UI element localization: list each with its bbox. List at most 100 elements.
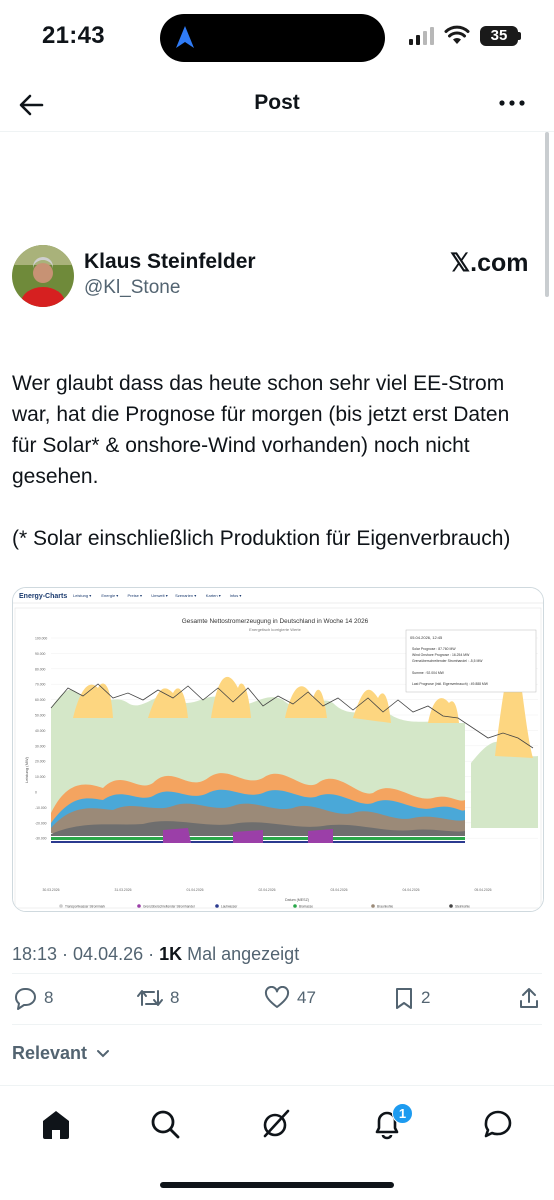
legend-label: Braunkohle xyxy=(377,905,393,909)
bookmark-icon xyxy=(396,988,412,1009)
legend-swatch xyxy=(59,904,63,908)
more-options-icon[interactable] xyxy=(498,98,526,108)
legend-swatch xyxy=(293,904,297,908)
repost-count: 8 xyxy=(170,988,180,1007)
load-line xyxy=(50,683,534,749)
wifi-icon xyxy=(444,25,470,44)
bookmark-count: 2 xyxy=(421,988,431,1007)
chart-title: Gesamte Nettostromerzeugung in Deutschla… xyxy=(182,618,369,625)
like-count: 47 xyxy=(297,988,316,1007)
y-tick-label: 50.000 xyxy=(35,714,45,718)
y-tick-label: -20.000 xyxy=(35,821,47,825)
share-icon xyxy=(520,988,538,1008)
actions-divider xyxy=(12,1024,542,1025)
meta-divider xyxy=(12,973,542,974)
repost-icon xyxy=(137,990,163,1006)
x-tick-label: 31.03.2026 xyxy=(115,888,132,892)
home-icon[interactable] xyxy=(38,1106,74,1142)
tweet-text: Wer glaubt dass das heute schon sehr vie… xyxy=(12,372,511,550)
status-time: 21:43 xyxy=(42,22,105,49)
stacked-area-plot xyxy=(50,652,538,843)
reply-sort-label: Relevant xyxy=(12,1043,88,1063)
energy-charts-brand: Energy-Charts xyxy=(19,593,67,600)
grok-icon[interactable] xyxy=(258,1106,294,1142)
x-axis-label: Datum (MESZ) xyxy=(285,898,309,902)
author-name[interactable]: Klaus Steinfelder xyxy=(84,250,256,273)
y-tick-label: 70.000 xyxy=(35,683,45,687)
area-steinkohle xyxy=(51,821,465,836)
legend-swatch xyxy=(371,904,375,908)
back-arrow-icon[interactable] xyxy=(18,92,44,118)
tooltip-row-2: Wind Onshore Prognose : 16.254 MW xyxy=(412,653,470,657)
navigation-arrow-icon xyxy=(176,26,194,48)
tooltip-row-1: Solar Prognose : 87.760 MW xyxy=(412,647,456,651)
chart-tooltip: 05.04.2026, 12:45 Solar Prognose : 87.76… xyxy=(405,629,537,693)
x-axis-ticks: 30.03.2026 31.03.2026 01.04.2026 02.04.2026… xyxy=(43,888,492,892)
area-solar xyxy=(73,652,533,758)
chart-image-card[interactable]: Energy-Charts Leistung ▾ Energie ▾ Preise … xyxy=(12,587,544,912)
y-tick-label: 90.000 xyxy=(35,652,45,656)
y-tick-label: 60.000 xyxy=(35,698,45,702)
home-indicator xyxy=(160,1182,394,1188)
page-title: Post xyxy=(254,91,300,114)
notification-badge: 1 xyxy=(392,1103,413,1124)
reply-icon xyxy=(15,988,36,1010)
y-tick-label: -30.000 xyxy=(35,837,47,841)
repost-button[interactable]: 8 xyxy=(136,986,179,1010)
messages-icon[interactable] xyxy=(480,1106,516,1142)
site-nav-item: Karten ▾ xyxy=(206,593,221,598)
x-tick-label: 05.04.2026 xyxy=(475,888,492,892)
site-nav-item: Energie ▾ xyxy=(101,593,118,598)
author-handle[interactable]: @Kl_Stone xyxy=(84,277,181,298)
search-icon[interactable] xyxy=(147,1106,183,1142)
source-label: 𝕏.com xyxy=(450,249,529,277)
site-nav-item: Umwelt ▾ xyxy=(151,593,167,598)
view-count: 1K xyxy=(159,944,183,964)
battery-tip xyxy=(518,32,521,40)
x-tick-label: 02.04.2026 xyxy=(259,888,276,892)
y-tick-label: 80.000 xyxy=(35,667,45,671)
heart-icon xyxy=(264,986,290,1008)
y-tick-label: 100.000 xyxy=(35,637,47,641)
site-nav: Leistung ▾ Energie ▾ Preise ▾ Umwelt ▾ Szena… xyxy=(73,593,241,598)
site-nav-item: Preise ▾ xyxy=(128,593,142,598)
bookmark-button[interactable]: 2 xyxy=(393,986,430,1010)
share-button[interactable] xyxy=(518,986,540,1010)
legend-label: Transportwasser Strommark xyxy=(65,905,105,909)
post-timestamp: 18:13 · 04.04.26 · xyxy=(12,944,160,964)
avatar-photo xyxy=(12,245,74,307)
energy-chart-screenshot: Energy-Charts Leistung ▾ Energie ▾ Preise … xyxy=(13,588,543,911)
tooltip-row-3: Grenzüberschreitender Stromhandel : -5,5… xyxy=(412,659,483,663)
reply-sort-dropdown[interactable]: Relevant xyxy=(12,1043,110,1064)
tooltip-date: 05.04.2026, 12:45 xyxy=(410,635,443,640)
tooltip-sum: Summe : 92.004 MW xyxy=(412,671,445,675)
like-button[interactable]: 47 xyxy=(263,986,316,1010)
x-tick-label: 01.04.2026 xyxy=(187,888,204,892)
legend-swatch xyxy=(215,904,219,908)
legend-swatch xyxy=(137,904,141,908)
site-nav-item: Leistung ▾ xyxy=(73,593,91,598)
dynamic-island xyxy=(160,14,385,62)
chart-legend: Transportwasser Strommark Grenzüberschrei… xyxy=(59,904,470,909)
avatar[interactable] xyxy=(12,245,74,307)
y-axis-label: Leistung (MW) xyxy=(24,756,29,783)
x-tick-label: 30.03.2026 xyxy=(43,888,60,892)
tabbar-divider xyxy=(0,1085,554,1086)
y-tick-label: 10.000 xyxy=(35,775,45,779)
legend-label: Steinkohle xyxy=(455,905,470,909)
reply-button[interactable]: 8 xyxy=(12,986,53,1010)
area-stromhandel xyxy=(163,828,333,843)
legend-label: Grenzüberschreitender Stromhandel xyxy=(143,905,195,909)
legend-swatch xyxy=(449,904,453,908)
y-tick-label: 30.000 xyxy=(35,744,45,748)
y-tick-label: 0 xyxy=(35,791,37,795)
legend-label: Biomasse xyxy=(299,905,313,909)
chart-subtitle: Energetisch korrigierte Werte xyxy=(249,627,302,632)
tooltip-load: Last Prognose (inkl. Eigenverbrauch) : 4… xyxy=(412,682,489,686)
x-tick-label: 03.04.2026 xyxy=(331,888,348,892)
header-divider xyxy=(0,131,554,132)
scrollbar[interactable] xyxy=(545,132,549,297)
cellular-signal-icon xyxy=(409,27,434,45)
y-tick-label: -10.000 xyxy=(35,806,47,810)
view-label: Mal angezeigt xyxy=(182,944,300,964)
